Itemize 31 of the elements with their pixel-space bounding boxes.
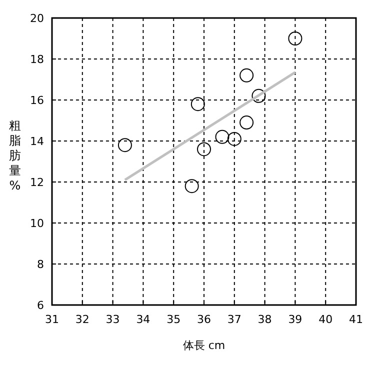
point xyxy=(215,130,230,144)
point xyxy=(252,88,266,103)
x-tick-label: 40 xyxy=(318,313,333,326)
y-tick-label: 20 xyxy=(30,12,44,25)
x-tick-label: 35 xyxy=(166,313,181,326)
y-tick-label: 16 xyxy=(30,94,44,107)
point xyxy=(288,32,302,46)
x-tick-label: 36 xyxy=(197,313,211,326)
x-tick-label: 39 xyxy=(288,313,302,326)
y-tick-label: 10 xyxy=(30,217,44,230)
x-tick-label: 31 xyxy=(45,313,59,326)
point xyxy=(240,116,254,130)
y-tick-label: 6 xyxy=(37,299,44,312)
point xyxy=(118,138,132,152)
point xyxy=(240,68,254,82)
y-tick-label: 8 xyxy=(37,258,44,271)
y-axis-title: 粗脂肪量% xyxy=(9,118,21,192)
x-tick-label: 33 xyxy=(106,313,120,326)
y-tick-label: 18 xyxy=(30,53,44,66)
point xyxy=(190,97,205,112)
x-tick-label: 41 xyxy=(349,313,363,326)
x-axis-title: 体長 cm xyxy=(182,339,226,352)
x-tick-label: 34 xyxy=(136,313,150,326)
point xyxy=(197,142,211,156)
x-tick-label: 38 xyxy=(258,313,272,326)
y-tick-label: 12 xyxy=(30,176,44,189)
y-tick-label: 14 xyxy=(30,135,44,148)
x-tick-label: 37 xyxy=(227,313,242,326)
x-tick-label: 32 xyxy=(75,313,90,326)
point xyxy=(227,132,242,146)
point xyxy=(184,179,199,194)
